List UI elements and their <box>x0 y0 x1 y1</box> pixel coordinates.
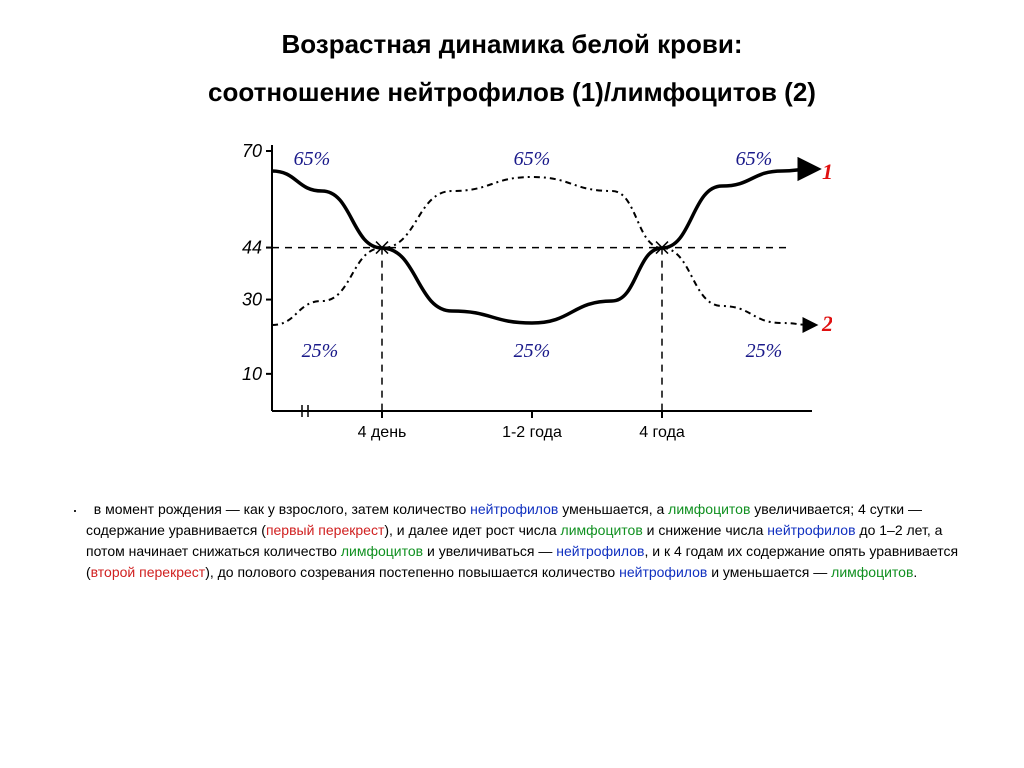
description-segment: ), и далее идет рост числа <box>384 522 560 538</box>
description-row: · в момент рождения — как у взрослого, з… <box>60 499 964 583</box>
description-segment: лимфоцитов <box>341 543 423 559</box>
svg-text:65%: 65% <box>294 148 331 170</box>
slide-title: Возрастная динамика белой крови: соотнош… <box>60 24 964 113</box>
svg-text:25%: 25% <box>746 340 783 362</box>
bullet-icon: · <box>64 499 86 519</box>
description-segment: нейтрофилов <box>619 564 707 580</box>
description-segment: лимфоцитов <box>831 564 913 580</box>
description-segment: и увеличиваться — <box>423 543 556 559</box>
title-line-1: Возрастная динамика белой крови: <box>60 24 964 66</box>
svg-text:4 года: 4 года <box>639 424 685 441</box>
description-segment: нейтрофилов <box>767 522 855 538</box>
title-line-2: соотношение нейтрофилов (1)/лимфоцитов (… <box>60 72 964 114</box>
description-segment: ), до полового созревания постепенно пов… <box>205 564 619 580</box>
series-label-2: 2 <box>821 311 832 336</box>
page: { "title": { "line1": "Возрастная динами… <box>0 0 1024 768</box>
chart-container: 10 30 44 70 4 день 1-2 года 4 года 65% 65% 65% 25%… <box>192 131 832 471</box>
description-segment: первый перекрест <box>266 522 384 538</box>
svg-text:4 день: 4 день <box>358 424 407 441</box>
line-chart: 10 30 44 70 4 день 1-2 года 4 года 65% 65% 65% 25%… <box>192 131 832 471</box>
svg-text:65%: 65% <box>514 148 551 170</box>
svg-text:30: 30 <box>242 290 262 310</box>
svg-text:44: 44 <box>242 238 262 258</box>
svg-text:10: 10 <box>242 364 262 384</box>
description-text: в момент рождения — как у взрослого, зат… <box>86 499 960 583</box>
description-segment: нейтрофилов <box>470 501 558 517</box>
description-segment: . <box>913 564 917 580</box>
description-segment: второй перекрест <box>91 564 206 580</box>
description-segment: лимфоцитов <box>668 501 750 517</box>
svg-text:70: 70 <box>242 141 262 161</box>
description-segment: и уменьшается — <box>707 564 831 580</box>
series-1 <box>272 169 812 323</box>
svg-text:25%: 25% <box>302 340 339 362</box>
description-segment: уменьшается, а <box>558 501 668 517</box>
description-segment: лимфоцитов <box>561 522 643 538</box>
series-label-1: 1 <box>822 159 832 184</box>
description-segment: нейтрофилов <box>556 543 644 559</box>
svg-text:65%: 65% <box>736 148 773 170</box>
svg-text:25%: 25% <box>514 340 551 362</box>
series-2 <box>272 177 812 325</box>
description-segment: в момент рождения — как у взрослого, зат… <box>86 501 470 517</box>
description-segment: и снижение числа <box>643 522 768 538</box>
svg-text:1-2 года: 1-2 года <box>502 424 562 441</box>
